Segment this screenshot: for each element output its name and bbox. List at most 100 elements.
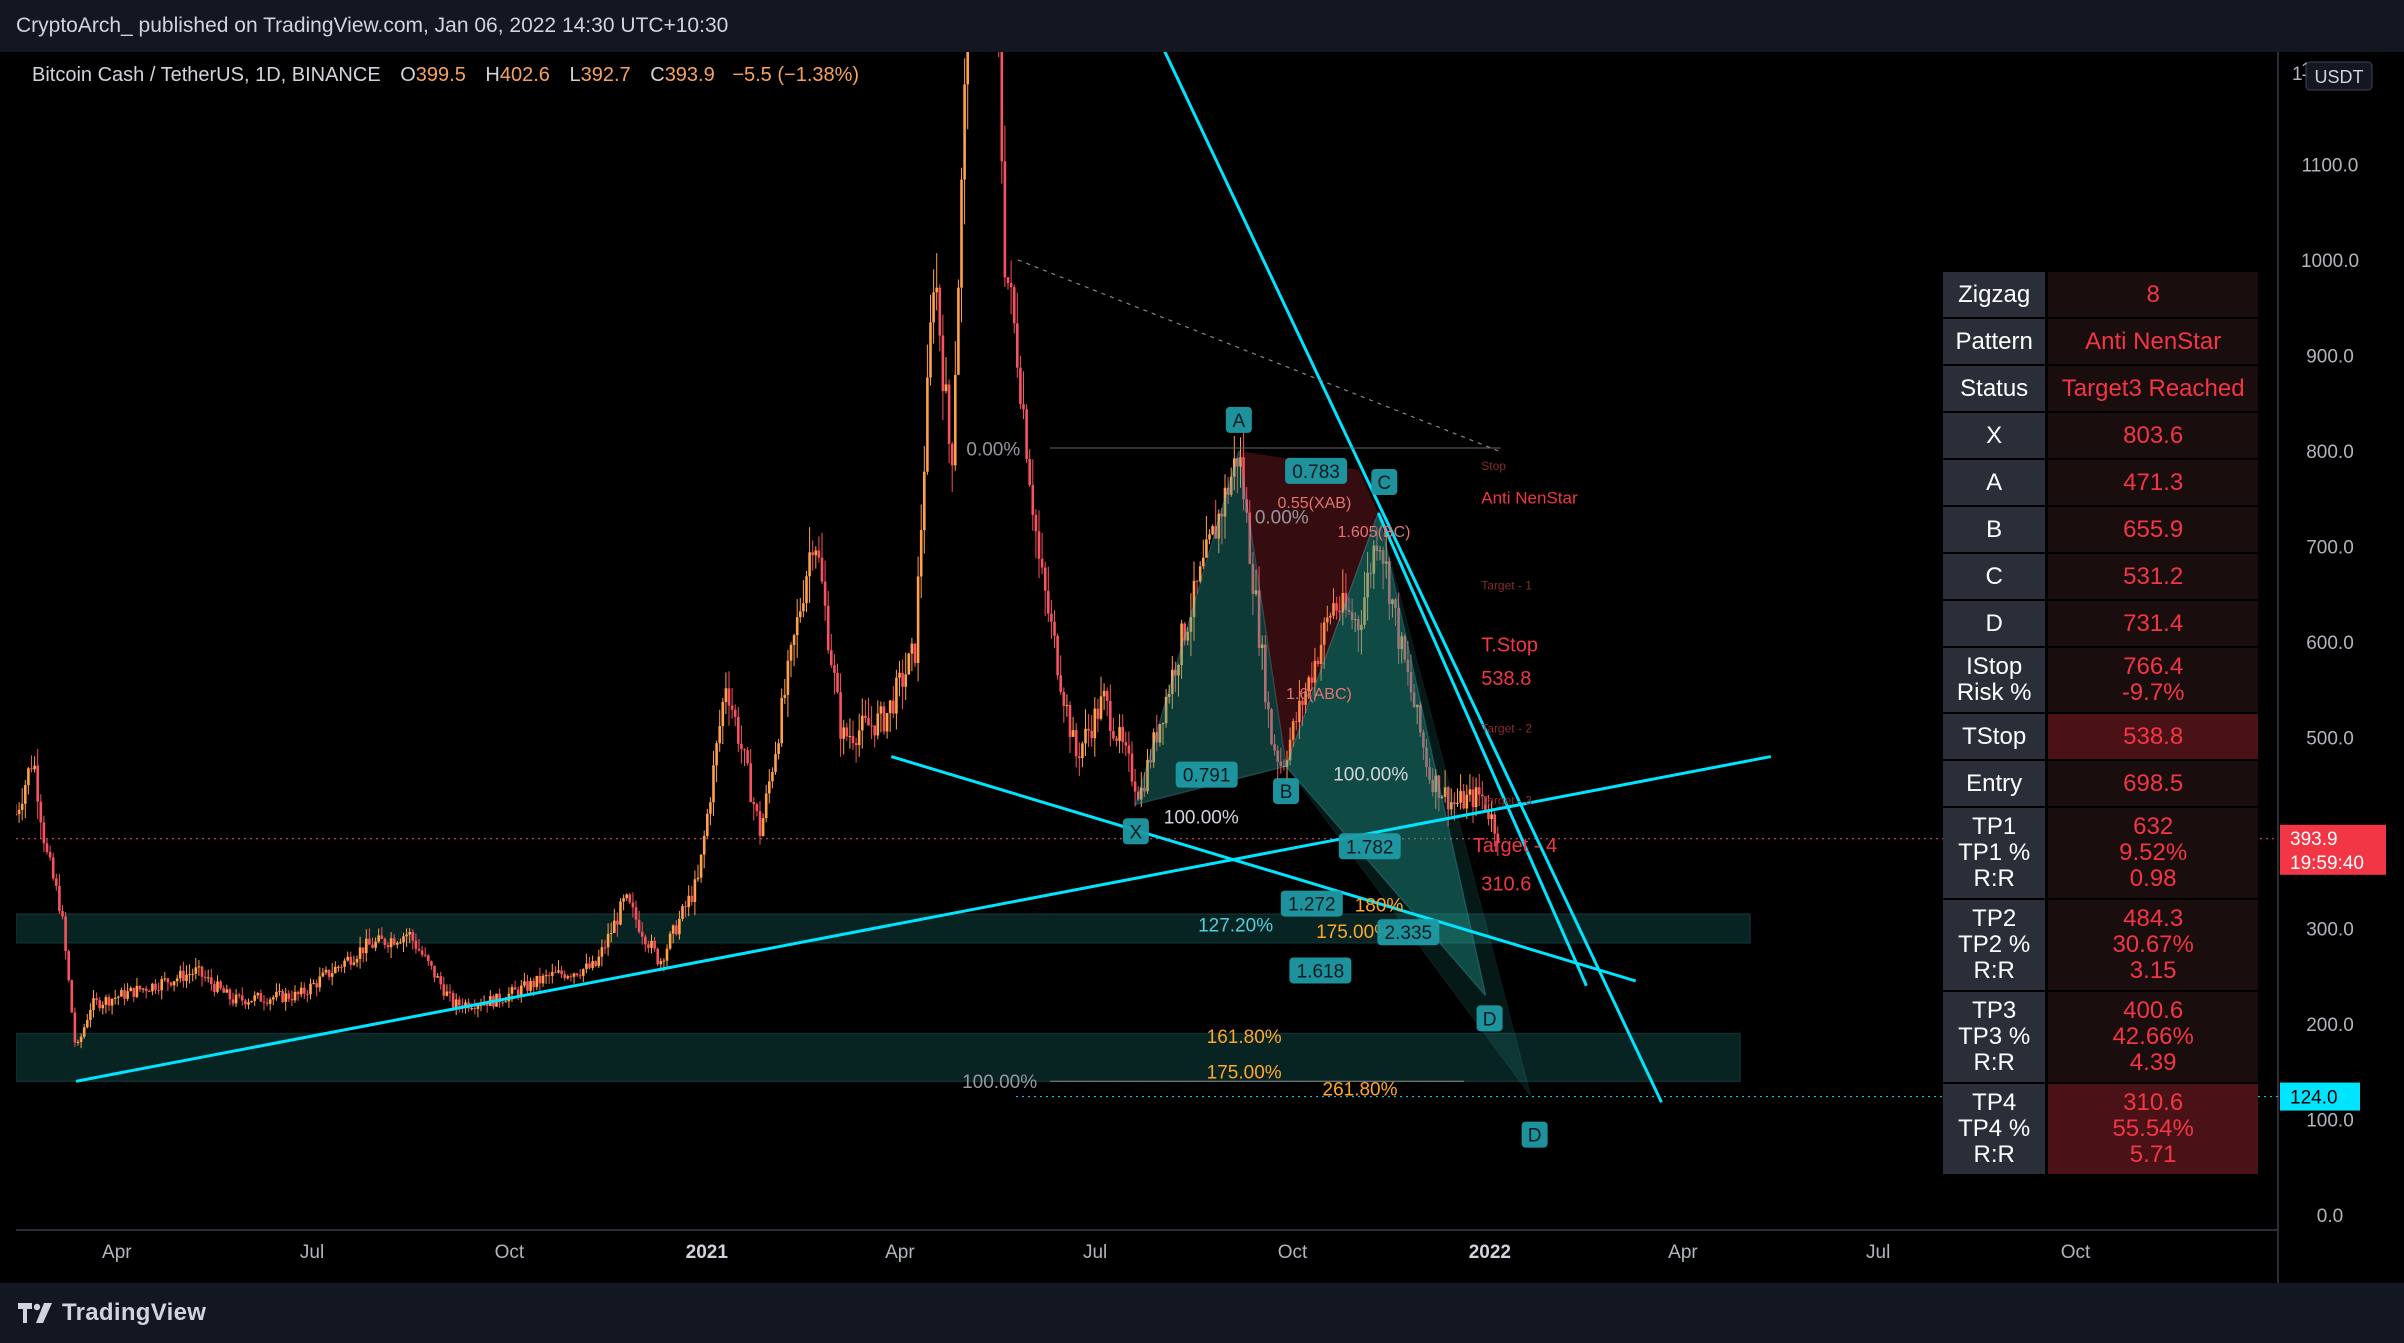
table-row: A 471.3 (1943, 460, 2258, 505)
bar-countdown: 19:59:40 (2290, 853, 2364, 874)
candle-body (755, 804, 759, 812)
candle-body (380, 935, 384, 939)
candle-body (1124, 742, 1128, 746)
ratio-1272-tag-bg (1280, 890, 1343, 917)
table-value: 310.6 55.54% 5.71 (2048, 1084, 2258, 1174)
candle-body (216, 981, 219, 992)
table-value: 538.8 (2048, 714, 2258, 759)
candle-body (802, 603, 805, 612)
candle-body (1307, 677, 1310, 692)
candle-body (1313, 660, 1317, 683)
ratio-1618-tag: 1.618 (1297, 961, 1345, 982)
candle-body (1065, 704, 1069, 706)
candle-body (275, 991, 278, 998)
candle-body (1115, 738, 1118, 741)
candle-body (1161, 723, 1165, 725)
chart-svg[interactable]: 0.00%0.00%100.00%100.00%100.00%127.20%16… (16, 52, 2388, 1283)
candle-body (185, 974, 188, 981)
level-124-badge: 124.0 (2290, 1088, 2338, 1109)
candle-body (1347, 609, 1351, 612)
table-row: IStop Risk % 766.4 -9.7% (1943, 648, 2258, 712)
candle-body (783, 694, 787, 698)
candle-body (1415, 704, 1419, 708)
high-value: 402.6 (499, 64, 550, 86)
candle-body (882, 706, 886, 732)
candle-body (402, 936, 405, 943)
candle-body (1484, 796, 1487, 810)
candle-body (1006, 277, 1010, 284)
candle-body (864, 715, 867, 719)
candle-body (1422, 732, 1425, 748)
candle-body (182, 970, 185, 981)
candle-body (1384, 561, 1388, 564)
candle-body (1012, 287, 1016, 324)
pattern-info-table: Zigzag 8 Pattern Anti NenStar Status Target3 … (1943, 270, 2258, 1176)
last-price-badge-bg (2280, 824, 2386, 875)
candle-body (706, 813, 709, 836)
candle-body (1043, 567, 1047, 591)
tstop-label: T.Stop (1481, 634, 1538, 656)
candle-body (389, 938, 393, 948)
candle-body (1419, 704, 1422, 733)
candle-body (315, 983, 318, 988)
candle-body (1471, 789, 1475, 808)
candle-body (1353, 618, 1357, 620)
candle-body (526, 981, 529, 991)
candle-body (343, 960, 346, 967)
target1-label: Target - 1 (1481, 578, 1532, 592)
candle-body (684, 906, 687, 908)
candle-body (1099, 696, 1103, 719)
fib-1618-label: 161.80% (1207, 1027, 1282, 1048)
target4-value: 310.6 (1481, 873, 1531, 895)
candle-body (417, 948, 421, 951)
tradingview-logo[interactable]: TradingView (0, 1299, 206, 1327)
pattern-anti-zone (1238, 450, 1379, 767)
candle-body (1360, 624, 1363, 631)
candle-body (799, 611, 802, 618)
candle-body (594, 961, 597, 966)
symbol-title: Bitcoin Cash / TetherUS, 1D, BINANCE (32, 64, 381, 86)
candle-body (1375, 545, 1379, 552)
price-tick-300: 300.0 (2306, 919, 2354, 940)
candle-body (346, 956, 349, 961)
fib-100-left-label: 100.00% (962, 1072, 1037, 1093)
candle-body (117, 996, 120, 998)
candle-body (681, 906, 684, 919)
candle-body (265, 1002, 269, 1004)
candle-body (557, 970, 560, 973)
candle-body (904, 674, 907, 687)
candle-body (1481, 794, 1484, 797)
price-tick-100: 100.0 (2306, 1110, 2354, 1131)
candle-body (709, 802, 712, 814)
candle-body (547, 975, 551, 977)
candle-body (650, 940, 653, 948)
candle-body (582, 969, 585, 976)
candle-body (836, 672, 839, 693)
candle-body (200, 966, 204, 977)
candle-body (820, 557, 824, 582)
candle-body (687, 895, 690, 908)
candle-body (293, 991, 297, 1001)
target2-label: Target - 2 (1481, 722, 1532, 736)
candle-body (1003, 161, 1007, 278)
candle-body (656, 948, 659, 965)
axis-top-tick: 1 (2292, 64, 2303, 85)
candle-body (1074, 730, 1078, 757)
candle-body (1152, 732, 1155, 763)
candle-body (622, 898, 625, 902)
candle-body (1205, 539, 1208, 558)
footer-bar: TradingView (0, 1283, 2404, 1343)
low-value: 392.7 (580, 64, 631, 86)
table-label: D (1943, 601, 2049, 646)
candle-body (678, 918, 681, 935)
candle-body (188, 974, 191, 976)
ratio-1782-tag-bg (1338, 833, 1401, 860)
candle-body (1446, 787, 1450, 810)
time-tick-oct: Oct (495, 1242, 525, 1263)
table-value: 766.4 -9.7% (2048, 648, 2258, 712)
candle-body (1009, 283, 1013, 288)
candle-body (926, 377, 929, 472)
candle-body (1158, 724, 1162, 743)
candle-body (1105, 690, 1109, 701)
candle-body (250, 1000, 253, 1003)
